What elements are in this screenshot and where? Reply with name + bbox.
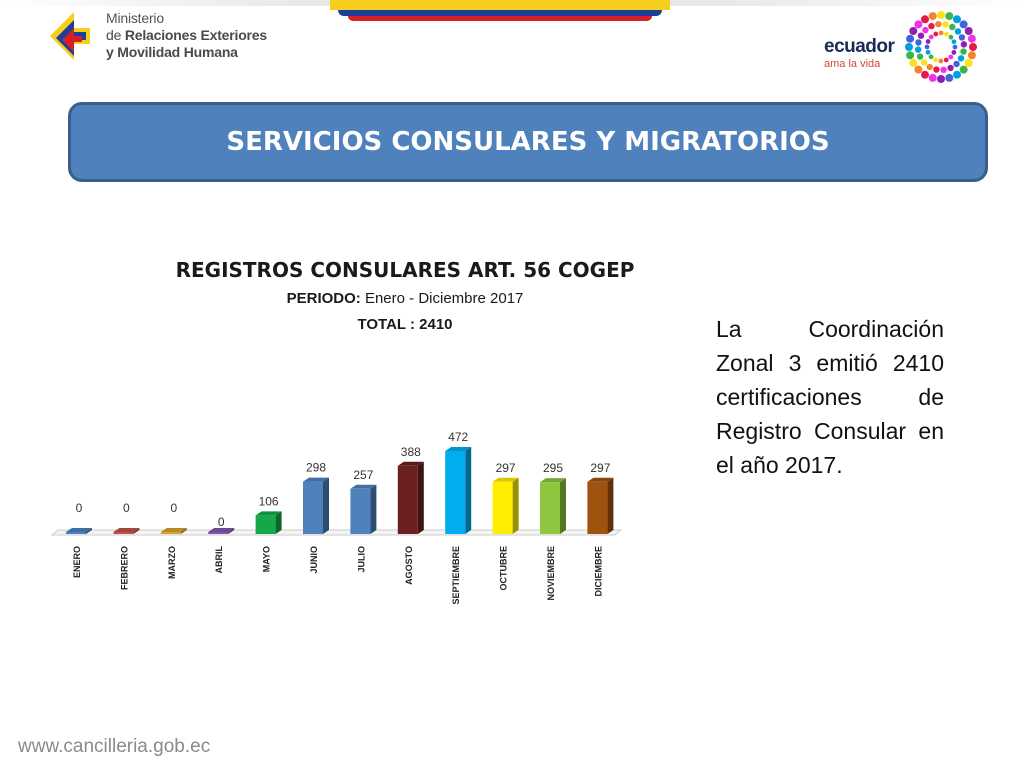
bar-top-7 — [397, 461, 424, 466]
bar-chart: 0 ENERO 0 FEBRERO 0 MARZO 0 ABRIL 106 MAYO 298 JUNI… — [50, 430, 623, 605]
chart-total: TOTAL : 2410 — [357, 316, 453, 333]
data-label-9: 297 — [496, 461, 516, 475]
bar-top-6 — [350, 484, 377, 489]
data-label-0: 0 — [76, 501, 83, 515]
bar-side-1 — [133, 528, 140, 534]
data-label-2: 0 — [170, 501, 177, 515]
bar-side-2 — [180, 528, 187, 534]
bar-top-11 — [587, 477, 614, 482]
data-label-7: 388 — [401, 445, 421, 459]
chart-period: PERIODO: Enero - Diciembre 2017 — [160, 290, 650, 307]
bar-6 — [350, 488, 371, 534]
bar-3 — [208, 532, 229, 534]
bar-0 — [66, 532, 86, 534]
ecuador-logo: ecuador ama la vida — [822, 8, 982, 88]
brand-tagline: ama la vida — [824, 58, 881, 70]
data-label-6: 257 — [353, 468, 373, 482]
bar-top-0 — [66, 528, 92, 532]
data-label-3: 0 — [218, 515, 225, 529]
bar-top-10 — [540, 478, 566, 483]
category-label-5: JUNIO — [309, 546, 319, 574]
ministry-line3: y Movilidad Humana — [106, 44, 238, 60]
ministry-line2: Relaciones Exteriores — [124, 27, 267, 43]
bar-2 — [160, 532, 181, 534]
bar-side-6 — [370, 484, 377, 534]
footer-url: www.cancilleria.gob.ec — [18, 736, 211, 757]
bar-side-7 — [417, 461, 424, 534]
category-label-11: DICIEMBRE — [593, 546, 603, 597]
bar-side-3 — [228, 528, 235, 534]
category-label-3: ABRIL — [214, 546, 224, 574]
ministry-logo: Ministerio de Relaciones Exteriores y Mo… — [44, 6, 284, 70]
chart-title: REGISTROS CONSULARES ART. 56 COGEP — [175, 258, 635, 282]
data-label-4: 106 — [259, 494, 279, 508]
bar-side-5 — [323, 477, 329, 534]
bar-9 — [492, 481, 513, 534]
bar-5 — [303, 481, 323, 534]
brand-word: ecuador — [824, 36, 895, 57]
bar-side-4 — [275, 511, 282, 534]
rainbow-sun-icon — [905, 11, 977, 83]
category-label-10: NOVIEMBRE — [546, 546, 556, 601]
data-label-11: 297 — [590, 461, 610, 475]
bar-top-2 — [160, 528, 187, 532]
bar-top-5 — [303, 477, 329, 482]
bar-side-9 — [512, 477, 519, 534]
bar-8 — [445, 451, 466, 534]
data-label-1: 0 — [123, 501, 130, 515]
period-value: Enero - Diciembre 2017 — [360, 290, 524, 307]
category-label-7: AGOSTO — [404, 546, 414, 585]
data-label-5: 298 — [306, 461, 326, 475]
bar-top-8 — [445, 447, 472, 451]
bar-top-1 — [113, 528, 140, 532]
bar-side-10 — [560, 478, 566, 534]
chart-floor — [50, 529, 623, 536]
data-label-8: 472 — [448, 430, 468, 444]
ministry-line1: Ministerio — [106, 10, 164, 26]
bar-4 — [255, 515, 276, 534]
section-banner: SERVICIOS CONSULARES Y MIGRATORIOS — [68, 102, 988, 182]
bar-1 — [113, 532, 134, 534]
bar-7 — [397, 465, 418, 534]
bar-side-8 — [465, 447, 472, 534]
bar-11 — [587, 481, 608, 534]
bar-side-0 — [86, 528, 92, 534]
category-label-4: MAYO — [262, 546, 272, 572]
bar-top-9 — [492, 477, 519, 482]
bar-top-3 — [208, 528, 235, 532]
category-label-8: SEPTIEMBRE — [451, 546, 461, 605]
side-paragraph: La Coordinación Zonal 3 emitió 2410 cert… — [716, 316, 944, 478]
banner-title: SERVICIOS CONSULARES Y MIGRATORIOS — [226, 127, 830, 157]
bar-10 — [540, 482, 560, 534]
bar-side-11 — [607, 477, 614, 534]
category-label-9: OCTUBRE — [499, 546, 509, 591]
ministry-line2-prefix: de — [106, 27, 125, 43]
flag-stripe — [330, 0, 670, 22]
period-label: PERIODO: — [286, 290, 361, 307]
data-label-10: 295 — [543, 461, 563, 475]
category-label-0: ENERO — [72, 546, 82, 578]
category-label-6: JULIO — [356, 546, 366, 573]
ministry-emblem-icon — [50, 12, 90, 60]
category-label-2: MARZO — [167, 546, 177, 579]
category-label-1: FEBRERO — [119, 546, 129, 590]
bar-top-4 — [255, 511, 282, 516]
